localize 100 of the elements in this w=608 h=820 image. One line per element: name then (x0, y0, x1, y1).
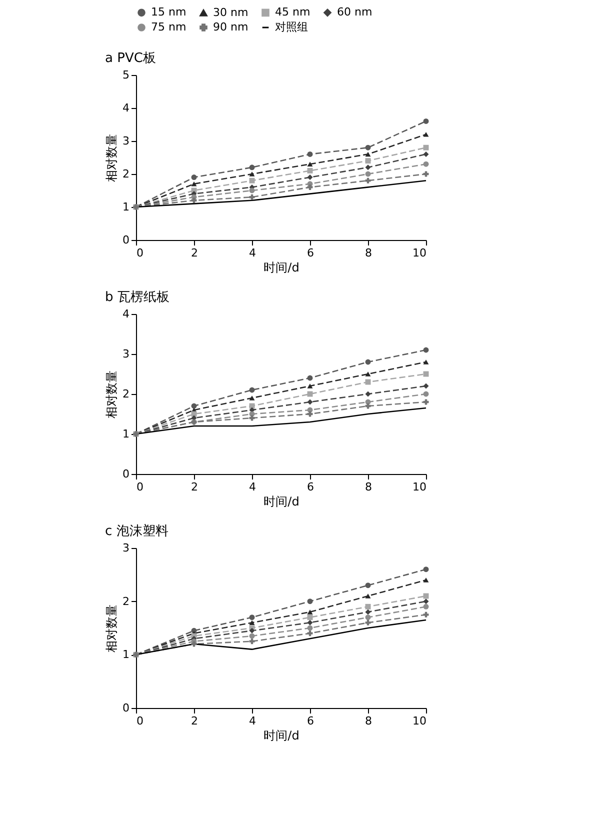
point (249, 188, 255, 194)
point (249, 638, 255, 644)
point (365, 359, 371, 365)
point (307, 375, 313, 381)
point (307, 614, 313, 620)
point (249, 614, 255, 620)
point (423, 604, 429, 610)
x-tick-label: 4 (249, 480, 256, 494)
point (365, 164, 371, 170)
y-tick-label: 2 (122, 168, 130, 180)
x-tick-label: 10 (412, 246, 426, 260)
y-tick-label: 0 (122, 234, 130, 246)
point (423, 347, 429, 353)
point (307, 598, 313, 604)
point (423, 161, 429, 167)
point (365, 614, 371, 620)
point (423, 391, 429, 397)
legend-label: 15 nm (151, 6, 186, 19)
point (423, 144, 429, 150)
point (365, 144, 371, 150)
point (423, 612, 429, 618)
y-tick-label: 4 (122, 102, 130, 114)
point (307, 610, 313, 614)
legend-label: 对照组 (275, 20, 308, 34)
x-tick-label: 2 (191, 480, 198, 494)
x-tick-label: 8 (365, 480, 372, 494)
legend-label: 30 nm (213, 6, 248, 19)
point (365, 582, 371, 588)
point (423, 598, 429, 604)
point (191, 182, 197, 186)
point (249, 620, 255, 626)
y-tick-label: 1 (122, 428, 130, 440)
point (365, 152, 371, 157)
point (307, 630, 313, 636)
y-tick-label: 1 (122, 200, 130, 214)
x-tick-label: 10 (412, 480, 426, 494)
point (249, 387, 255, 393)
point (423, 151, 429, 157)
point (423, 118, 429, 124)
x-axis-title: 时间/d (264, 260, 300, 274)
point (307, 399, 313, 405)
point (249, 172, 255, 176)
point (307, 620, 313, 626)
legend-label: 75 nm (151, 20, 186, 34)
point (365, 158, 371, 164)
point (307, 174, 313, 180)
chart-title: a PVC板 (105, 51, 156, 66)
y-tick-label: 2 (122, 388, 130, 400)
point (249, 396, 255, 400)
x-tick-label: 2 (191, 246, 198, 260)
point (191, 174, 197, 180)
x-tick-label: 0 (136, 480, 144, 494)
x-tick-label: 6 (307, 246, 314, 260)
point (365, 391, 371, 397)
x-tick-label: 10 (412, 714, 426, 728)
point (307, 162, 313, 166)
point (249, 164, 255, 170)
x-tick-label: 6 (307, 480, 314, 494)
y-tick-label: 3 (122, 134, 130, 148)
point (307, 151, 313, 157)
x-tick-label: 4 (249, 246, 256, 260)
point (423, 383, 429, 389)
point (423, 566, 429, 572)
point (307, 384, 313, 388)
point (307, 625, 313, 631)
y-tick-label: 4 (122, 308, 130, 320)
x-tick-label: 6 (307, 714, 314, 728)
x-tick-label: 8 (365, 246, 372, 260)
x-tick-label: 8 (365, 714, 372, 728)
point (307, 168, 313, 174)
y-tick-label: 5 (122, 68, 130, 82)
point (191, 403, 197, 409)
y-tick-label: 0 (122, 468, 130, 480)
point (365, 604, 371, 610)
x-axis-title: 时间/d (264, 728, 300, 742)
point (249, 628, 255, 634)
x-axis-title: 时间/d (264, 494, 300, 508)
legend-label: 45 nm (275, 6, 310, 19)
point (307, 184, 313, 190)
x-tick-label: 4 (249, 714, 256, 728)
point (365, 171, 371, 177)
point (365, 372, 371, 376)
point (365, 620, 371, 626)
legend-label: 60 nm (337, 6, 372, 19)
x-tick-label: 2 (191, 714, 198, 728)
point (249, 633, 255, 639)
y-axis-title: 相对数量 (104, 370, 118, 418)
x-tick-label: 0 (136, 246, 144, 260)
chart-title: b 瓦楞纸板 (105, 290, 170, 305)
point (423, 360, 429, 364)
point (249, 178, 255, 184)
y-axis-title: 相对数量 (104, 604, 118, 652)
y-tick-label: 1 (122, 648, 130, 662)
y-axis-title: 相对数量 (104, 134, 118, 182)
y-tick-label: 3 (122, 348, 130, 360)
y-tick-label: 0 (122, 702, 130, 714)
x-tick-label: 0 (136, 714, 144, 728)
y-tick-label: 3 (122, 542, 130, 554)
point (365, 609, 371, 615)
y-tick-label: 2 (122, 594, 130, 608)
